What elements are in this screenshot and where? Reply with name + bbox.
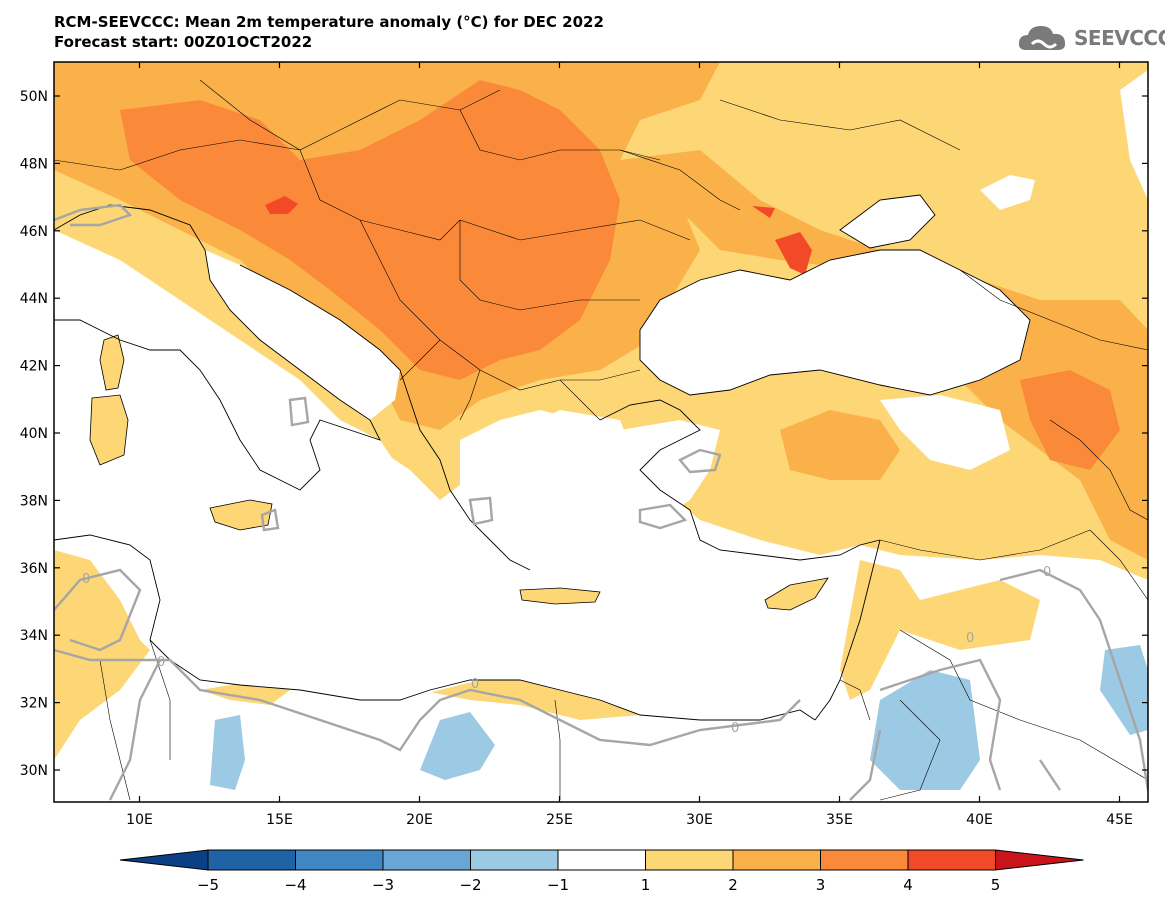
lon-label: 45E <box>1106 812 1133 828</box>
colorbar-tick-label: 3 <box>816 876 826 894</box>
anomaly-4to5-alps <box>265 196 298 214</box>
turkey-white-patch <box>620 420 720 520</box>
country-borders <box>54 79 1148 801</box>
anomaly-minus1to2-arabia <box>870 670 980 790</box>
central-turkey-white <box>880 395 1010 470</box>
lat-label: 40N <box>20 426 48 442</box>
colorbar: −5 −4 −3 −2 −1 1 2 3 4 5 <box>119 849 1084 894</box>
title-line-1: RCM-SEEVCCC: Mean 2m temperature anomaly… <box>54 13 604 31</box>
colorbar-segment <box>645 849 734 871</box>
contour-label: 0 <box>471 677 479 692</box>
cloud-icon <box>1018 26 1066 50</box>
anomaly-2to3-ukraine <box>620 150 880 270</box>
coastlines <box>54 194 1031 721</box>
colorbar-tick-label: 5 <box>991 876 1001 894</box>
cyprus <box>764 577 829 611</box>
lon-label: 30E <box>686 812 713 828</box>
lon-label: 35E <box>826 812 853 828</box>
lat-label: 42N <box>20 359 48 375</box>
lat-label: 30N <box>20 763 48 779</box>
crete <box>519 587 601 605</box>
contour-label: 0 <box>1043 565 1051 580</box>
lat-label: 46N <box>20 224 48 240</box>
anomaly-1to2-egypt <box>420 675 640 720</box>
lat-label: 36N <box>20 561 48 577</box>
adriatic-sea <box>205 250 400 420</box>
colorbar-segment <box>820 849 909 871</box>
seevccc-logo: SEEVCCC <box>1016 22 1165 56</box>
colorbar-segment <box>207 849 296 871</box>
zero-contours <box>54 203 1148 801</box>
anomaly-3to4-georgia <box>1020 370 1120 470</box>
colorbar-segment <box>295 849 384 871</box>
map-area: 0 0 0 0 0 0 <box>54 62 1148 802</box>
colorbar-min-arrow <box>119 849 209 871</box>
sicily <box>209 499 273 531</box>
anomaly-3to4-region <box>120 80 620 380</box>
colorbar-tick-label: −4 <box>284 876 306 894</box>
lat-label: 32N <box>20 696 48 712</box>
lon-label: 20E <box>406 812 433 828</box>
black-sea <box>640 250 1030 395</box>
latitude-axis: 50N 48N 46N 44N 42N 40N 38N 36N 34N 32N 30N <box>20 89 1148 779</box>
lat-label: 38N <box>20 493 48 509</box>
colorbar-tick-label: −2 <box>459 876 481 894</box>
colorbar-tick-label: −5 <box>197 876 219 894</box>
contour-label: 0 <box>966 631 974 646</box>
colorbar-segment <box>470 849 559 871</box>
lat-label: 44N <box>20 291 48 307</box>
lon-label: 15E <box>266 812 293 828</box>
colorbar-segment <box>557 849 646 871</box>
colorbar-tick-label: 2 <box>728 876 738 894</box>
anomaly-minus1to2-egypt <box>420 712 495 780</box>
map-frame <box>53 61 1149 803</box>
anomaly-4to5-azov <box>752 206 775 218</box>
anomaly-1to2-levant <box>840 560 1040 700</box>
anomaly-2to3-turkey-core <box>780 410 900 480</box>
colorbar-segment <box>382 849 471 871</box>
tyrrhenian-sea <box>54 340 320 530</box>
corsica <box>99 334 125 391</box>
lat-label: 50N <box>20 89 48 105</box>
title-line-2: Forecast start: 00Z01OCT2022 <box>54 33 313 51</box>
mediterranean-sea <box>54 450 860 720</box>
contour-label-group: 0 0 0 0 0 0 <box>82 565 1051 736</box>
logo-text: SEEVCCC <box>1074 26 1165 50</box>
lon-label: 25E <box>546 812 573 828</box>
sea-of-azov <box>840 195 935 248</box>
contour-label: 0 <box>157 655 165 670</box>
colorbar-tick-label: 4 <box>903 876 913 894</box>
colorbar-tick-label: −3 <box>372 876 394 894</box>
lon-label: 10E <box>126 812 153 828</box>
longitude-axis: 10E 15E 20E 25E 30E 35E 40E 45E <box>126 62 1133 828</box>
contour-label: 0 <box>731 721 739 736</box>
colorbar-segment <box>907 849 996 871</box>
anomaly-minus1to2-libya <box>210 715 245 790</box>
lat-label: 34N <box>20 628 48 644</box>
colorbar-tick-label: 1 <box>641 876 651 894</box>
don-area-white <box>980 175 1035 210</box>
colorbar-tick-label: −1 <box>547 876 569 894</box>
lat-label: 48N <box>20 156 48 172</box>
aegean-sea <box>460 410 660 550</box>
colorbar-max-arrow <box>995 849 1084 871</box>
sardinia <box>89 394 129 466</box>
colorbar-segment <box>732 849 821 871</box>
contour-label: 0 <box>82 572 90 587</box>
caspian-edge <box>1120 70 1148 200</box>
map-title: RCM-SEEVCCC: Mean 2m temperature anomaly… <box>54 12 604 52</box>
lon-label: 40E <box>966 812 993 828</box>
anomaly-4to5-crimea <box>775 232 812 275</box>
